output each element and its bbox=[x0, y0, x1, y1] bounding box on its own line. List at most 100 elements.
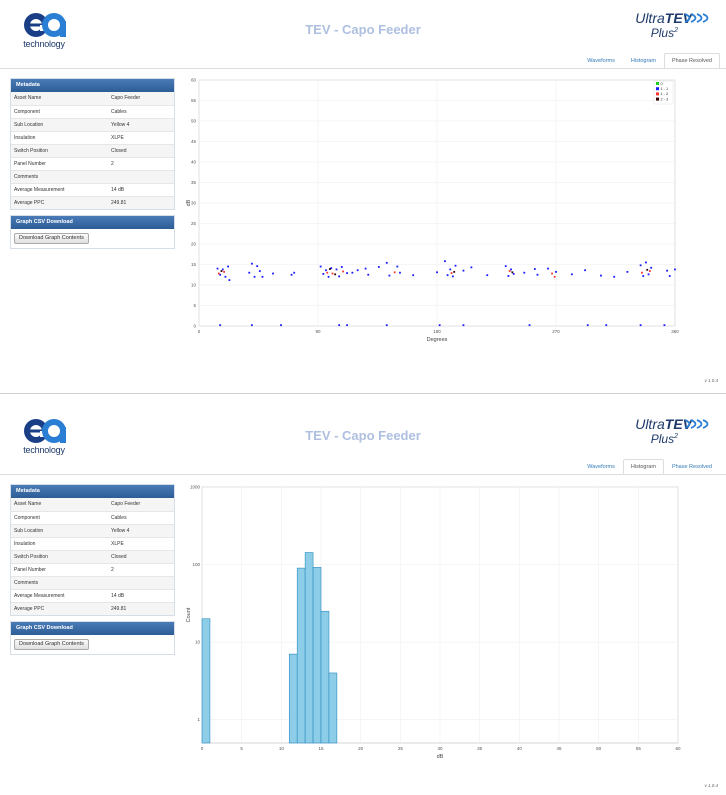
data-point bbox=[385, 324, 388, 327]
histogram-bar bbox=[320, 610, 330, 744]
data-point bbox=[385, 261, 388, 264]
csv-heading: Graph CSV Download bbox=[11, 216, 174, 229]
x-tick-label: 60 bbox=[675, 746, 681, 751]
meta-key: Comments bbox=[14, 174, 39, 180]
data-point bbox=[555, 270, 557, 273]
data-point bbox=[674, 268, 676, 271]
legend-label: 0 bbox=[661, 82, 663, 86]
tab-histogram[interactable]: Histogram bbox=[622, 459, 664, 474]
data-point bbox=[613, 275, 616, 278]
data-point bbox=[356, 269, 359, 272]
table-row: Asset Name Capo Feeder bbox=[11, 92, 174, 105]
meta-key: Switch Position bbox=[14, 148, 48, 154]
y-tick-label: 1 bbox=[197, 717, 200, 722]
data-point bbox=[450, 272, 453, 275]
screen-divider bbox=[0, 393, 726, 406]
x-tick-label: 270 bbox=[552, 329, 560, 334]
data-point bbox=[393, 271, 396, 274]
data-point bbox=[351, 271, 354, 274]
y-tick-label: 45 bbox=[191, 139, 197, 144]
x-tick-label: 5 bbox=[240, 746, 243, 751]
logo-text: technology bbox=[23, 39, 65, 49]
data-point bbox=[584, 269, 586, 272]
data-point bbox=[217, 272, 220, 275]
data-point bbox=[388, 274, 391, 277]
meta-key: Sub Location bbox=[14, 528, 44, 534]
data-point bbox=[666, 269, 668, 272]
x-tick-label: 15 bbox=[318, 746, 324, 751]
data-point bbox=[412, 274, 415, 277]
meta-key: Asset Name bbox=[14, 501, 42, 507]
version-label: v 1.0.4 bbox=[704, 783, 718, 788]
meta-value: Cables bbox=[111, 515, 127, 521]
data-point bbox=[470, 266, 473, 269]
metadata-box: Metadata Asset Name Capo Feeder Component… bbox=[10, 78, 175, 210]
data-point bbox=[346, 324, 348, 327]
histogram-bar bbox=[201, 618, 211, 744]
histogram-bar bbox=[328, 672, 338, 744]
data-point bbox=[648, 270, 651, 272]
x-tick-label: 360 bbox=[671, 329, 679, 334]
meta-value bbox=[111, 171, 174, 183]
data-point bbox=[325, 269, 327, 272]
data-point bbox=[605, 324, 608, 327]
x-tick-label: 180 bbox=[433, 329, 441, 334]
y-tick-label: 60 bbox=[191, 78, 197, 83]
data-point bbox=[504, 265, 507, 268]
tab-histogram[interactable]: Histogram bbox=[630, 58, 656, 64]
data-point bbox=[641, 271, 643, 274]
logo-text: technology bbox=[23, 445, 65, 455]
x-tick-label: 90 bbox=[315, 329, 321, 334]
y-tick-label: 10 bbox=[195, 640, 201, 645]
tab-phase-resolved[interactable]: Phase Resolved bbox=[663, 53, 720, 68]
sidebar: Metadata Asset Name Capo Feeder Component… bbox=[10, 484, 175, 660]
data-point bbox=[553, 275, 556, 278]
table-row: Switch Position Closed bbox=[11, 144, 174, 157]
tab-waveforms[interactable]: Waveforms bbox=[587, 464, 615, 470]
product-name-a: Ultra bbox=[635, 416, 665, 432]
y-tick-label: 15 bbox=[191, 262, 197, 267]
data-point bbox=[342, 270, 345, 273]
tab-divider bbox=[0, 68, 726, 69]
x-tick-label: 10 bbox=[279, 746, 285, 751]
meta-value: 14 dB bbox=[111, 593, 125, 599]
y-tick-label: 25 bbox=[191, 221, 197, 226]
data-point bbox=[326, 271, 329, 274]
data-point bbox=[436, 271, 438, 274]
data-point bbox=[364, 267, 367, 270]
table-row: Component Cables bbox=[11, 105, 174, 118]
meta-value: XLPE bbox=[111, 135, 124, 141]
data-point bbox=[536, 273, 539, 276]
data-point bbox=[646, 268, 649, 271]
data-point bbox=[331, 272, 334, 275]
data-point bbox=[668, 275, 671, 277]
table-row: Comments bbox=[11, 170, 174, 183]
data-point bbox=[626, 270, 629, 273]
data-point bbox=[511, 271, 514, 274]
y-axis-label: Count bbox=[186, 607, 192, 622]
download-graph-button[interactable]: Download Graph Contents bbox=[14, 639, 89, 650]
scatter-plot: 0 5 10 15 20 25 30 35 40 45 50 55 60 0 90 180 270 360 Degr… bbox=[186, 78, 679, 344]
data-point bbox=[523, 271, 526, 274]
histogram-screen: technology TEV - Capo Feeder UltraTEV Pl… bbox=[0, 406, 726, 795]
data-point bbox=[486, 274, 489, 277]
data-point bbox=[438, 324, 441, 327]
table-row: Average PPC 249.81 bbox=[11, 602, 174, 615]
meta-key: Panel Number bbox=[14, 161, 46, 167]
data-point bbox=[346, 272, 348, 275]
y-tick-label: 50 bbox=[191, 119, 197, 124]
download-graph-button[interactable]: Download Graph Contents bbox=[14, 233, 89, 244]
data-point bbox=[446, 274, 449, 277]
meta-key: Average PPC bbox=[14, 200, 45, 206]
legend-swatch bbox=[656, 92, 659, 96]
tab-phase-resolved[interactable]: Phase Resolved bbox=[671, 464, 712, 470]
tab-waveforms[interactable]: Waveforms bbox=[587, 58, 615, 64]
histogram-bar bbox=[304, 552, 314, 744]
data-point bbox=[510, 268, 512, 271]
data-point bbox=[642, 275, 645, 277]
table-row: Comments bbox=[11, 576, 174, 589]
data-point bbox=[507, 275, 510, 277]
x-tick-label: 35 bbox=[477, 746, 483, 751]
x-tick-label: 45 bbox=[556, 746, 562, 751]
data-point bbox=[508, 270, 511, 272]
